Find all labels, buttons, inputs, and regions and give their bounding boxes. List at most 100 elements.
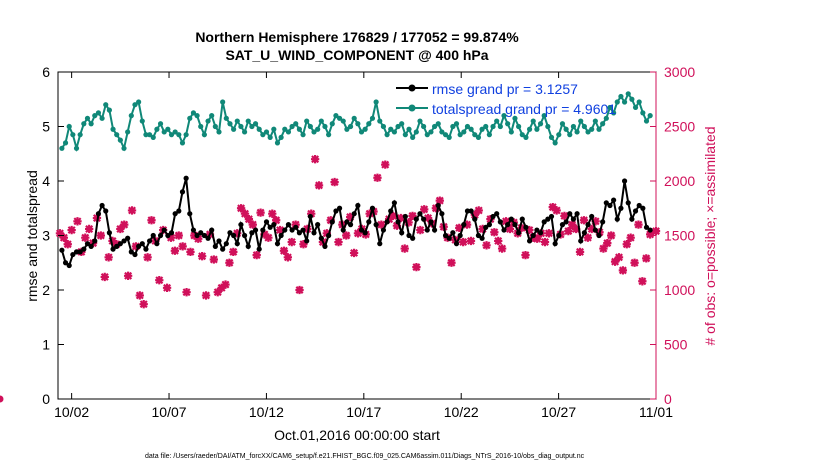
totalspread-point xyxy=(530,118,536,124)
totalspread-point xyxy=(450,123,456,130)
y-tick-label-left: 4 xyxy=(42,173,50,189)
totalspread-point xyxy=(380,123,387,130)
obs-marker xyxy=(221,280,230,289)
obs-marker xyxy=(209,255,218,264)
rmse-point xyxy=(446,235,452,241)
rmse-point xyxy=(304,238,310,244)
rmse-point xyxy=(567,211,573,217)
obs-marker xyxy=(494,236,503,246)
rmse-point xyxy=(231,232,237,239)
rmse-point xyxy=(125,235,131,241)
obs-marker xyxy=(116,224,125,234)
totalspread-point xyxy=(570,123,577,130)
totalspread-point xyxy=(417,118,423,124)
totalspread-point xyxy=(391,129,397,135)
totalspread-point xyxy=(300,132,306,138)
obs-marker xyxy=(571,224,581,234)
rmse-point xyxy=(556,232,562,239)
rmse-point xyxy=(176,208,182,214)
rmse-point xyxy=(121,238,127,244)
rmse-point xyxy=(84,241,91,247)
totalspread-point xyxy=(475,134,482,140)
totalspread-point xyxy=(179,140,186,146)
totalspread-point xyxy=(362,126,368,132)
rmse-point xyxy=(417,211,423,217)
totalspread-point xyxy=(81,121,87,127)
totalspread-point xyxy=(260,132,266,138)
totalspread-point xyxy=(358,129,365,135)
totalspread-point xyxy=(614,99,620,105)
rmse-point xyxy=(70,251,76,258)
totalspread-point xyxy=(274,140,281,146)
rmse-point xyxy=(245,243,251,249)
rmse-point xyxy=(380,227,387,233)
totalspread-point xyxy=(629,96,635,102)
totalspread-point xyxy=(165,126,171,132)
totalspread-point xyxy=(62,140,69,146)
obs-marker xyxy=(330,177,339,187)
totalspread-point xyxy=(519,132,525,138)
totalspread-point xyxy=(607,104,613,111)
obs-marker xyxy=(275,225,285,235)
y-axis-label-left: rmse and totalspread xyxy=(24,170,40,302)
rmse-point xyxy=(139,241,145,247)
totalspread-point xyxy=(636,99,642,105)
rmse-point xyxy=(311,230,317,236)
totalspread-point xyxy=(209,113,215,119)
rmse-point xyxy=(117,241,123,247)
rmse-point xyxy=(636,202,642,209)
obs-marker xyxy=(560,211,569,221)
obs-marker xyxy=(73,217,82,226)
rmse-point xyxy=(300,227,306,233)
obs-marker xyxy=(295,285,304,295)
obs-marker xyxy=(264,233,273,242)
totalspread-point xyxy=(483,123,489,130)
obs-marker xyxy=(346,212,355,222)
y-tick-label-right: 0 xyxy=(664,391,672,407)
totalspread-point xyxy=(406,126,412,132)
rmse-point xyxy=(413,216,419,222)
totalspread-point xyxy=(249,123,255,130)
totalspread-point xyxy=(548,134,555,140)
obs-marker xyxy=(334,237,343,247)
obs-marker xyxy=(377,220,386,229)
x-tick-label: 10/12 xyxy=(249,404,284,420)
rmse-point xyxy=(402,213,408,220)
obs-marker xyxy=(525,225,534,235)
rmse-point xyxy=(201,232,207,239)
obs-marker xyxy=(404,218,413,227)
obs-marker xyxy=(420,205,429,214)
totalspread-point xyxy=(139,118,145,124)
rmse-point xyxy=(559,222,566,228)
legend-rmse-marker xyxy=(408,84,416,92)
totalspread-point xyxy=(523,134,529,140)
totalspread-point xyxy=(125,129,131,135)
rmse-point xyxy=(439,211,445,217)
obs-marker xyxy=(229,247,238,257)
totalspread-point xyxy=(183,132,189,138)
totalspread-point xyxy=(632,104,639,111)
totalspread-point xyxy=(315,126,321,132)
totalspread-point xyxy=(344,126,350,132)
totalspread-point xyxy=(431,123,438,130)
obs-marker xyxy=(548,203,557,212)
rmse-point xyxy=(209,227,215,233)
rmse-point xyxy=(358,227,365,233)
totalspread-point xyxy=(618,93,624,100)
x-tick-label: 10/07 xyxy=(152,404,187,420)
rmse-point xyxy=(494,211,500,217)
obs-marker xyxy=(197,252,207,261)
totalspread-point xyxy=(643,118,650,124)
rmse-point xyxy=(315,222,321,228)
obs-marker xyxy=(322,229,331,238)
totalspread-point xyxy=(351,115,357,121)
totalspread-point xyxy=(464,123,471,130)
totalspread-point xyxy=(552,140,558,146)
rmse-point xyxy=(278,232,284,239)
rmse-point xyxy=(643,224,650,230)
rmse-point xyxy=(307,213,313,220)
totalspread-point xyxy=(59,145,65,151)
totalspread-point xyxy=(73,145,80,151)
rmse-point xyxy=(435,202,441,209)
totalspread-point xyxy=(621,99,628,105)
